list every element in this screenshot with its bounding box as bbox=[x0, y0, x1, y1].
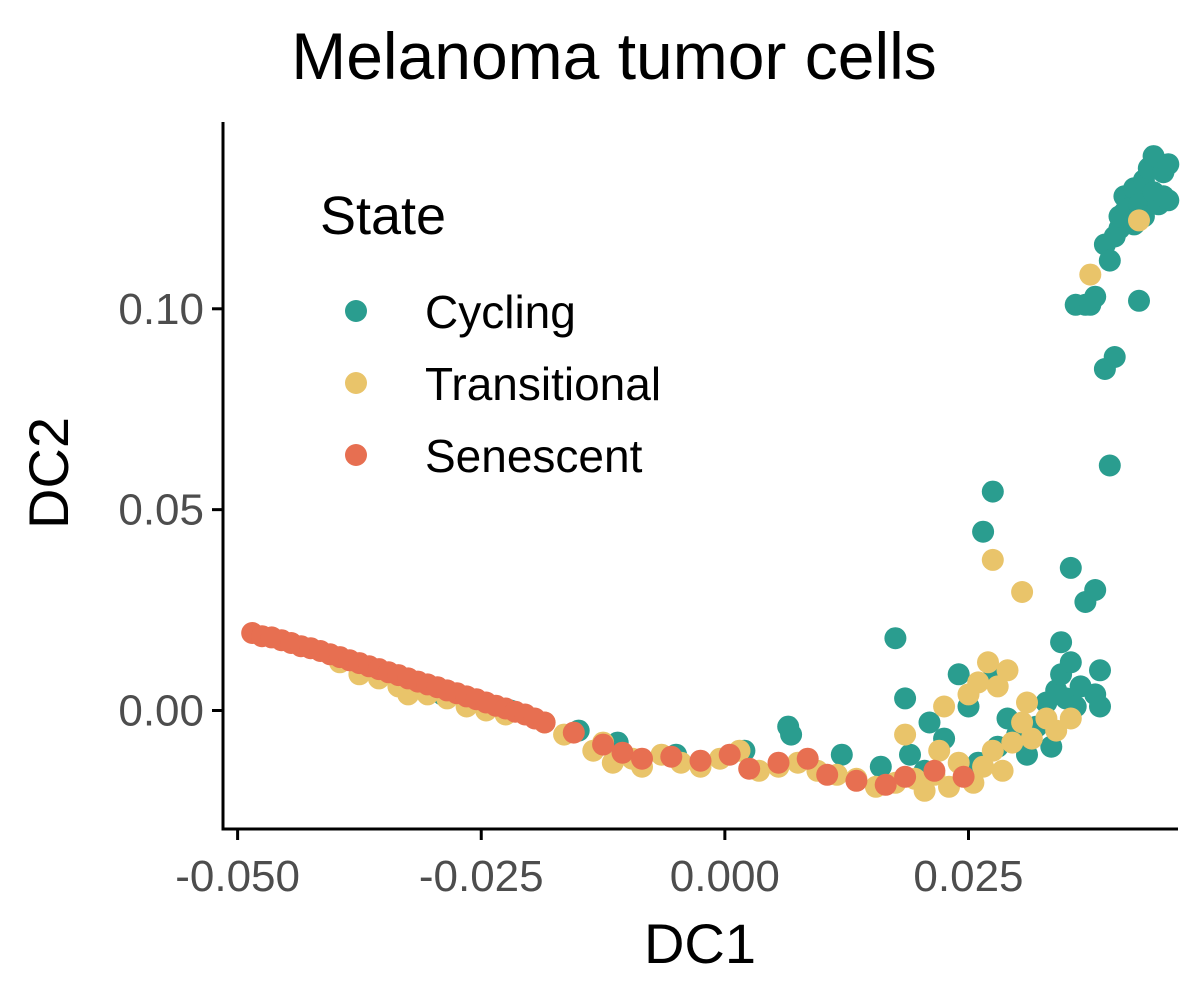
point-cycling-7 bbox=[780, 723, 803, 746]
point-transitional-41 bbox=[972, 755, 995, 778]
point-senescent-42 bbox=[845, 769, 868, 792]
x-tick-label-2: 0.000 bbox=[670, 852, 780, 901]
point-cycling-33 bbox=[1059, 556, 1082, 579]
point-transitional-55 bbox=[1059, 707, 1082, 730]
point-senescent-33 bbox=[611, 741, 634, 764]
axes bbox=[221, 122, 1178, 831]
legend: State Cycling Transitional Senescent bbox=[320, 186, 661, 482]
point-senescent-38 bbox=[738, 757, 761, 780]
point-cycling-44 bbox=[1089, 659, 1111, 682]
point-cycling-42 bbox=[1084, 579, 1107, 601]
point-transitional-35 bbox=[933, 695, 956, 718]
point-transitional-30 bbox=[894, 723, 917, 746]
point-senescent-39 bbox=[767, 751, 790, 774]
legend-label-senescent: Senescent bbox=[425, 430, 643, 482]
point-transitional-32 bbox=[913, 779, 936, 802]
legend-label-cycling: Cycling bbox=[425, 286, 576, 338]
point-senescent-43 bbox=[874, 773, 897, 796]
legend-title: State bbox=[320, 186, 446, 246]
point-senescent-41 bbox=[816, 763, 839, 786]
point-transitional-44 bbox=[981, 739, 1004, 762]
point-cycling-41 bbox=[1084, 285, 1107, 308]
y-tick-label-1: 0.05 bbox=[118, 486, 204, 535]
point-senescent-45 bbox=[923, 759, 946, 782]
point-transitional-54 bbox=[1045, 719, 1068, 742]
point-transitional-40 bbox=[967, 671, 990, 694]
chart-title: Melanoma tumor cells bbox=[291, 19, 937, 93]
point-cycling-9 bbox=[869, 755, 892, 778]
point-senescent-36 bbox=[689, 749, 712, 772]
point-cycling-34 bbox=[1059, 651, 1082, 674]
y-tick-label-2: 0.10 bbox=[118, 285, 204, 334]
legend-key-senescent bbox=[345, 444, 367, 466]
point-transitional-47 bbox=[996, 659, 1019, 682]
point-cycling-19 bbox=[972, 520, 995, 543]
point-cycling-50 bbox=[1103, 346, 1126, 368]
point-cycling-16 bbox=[947, 663, 970, 686]
x-axis-title: DC1 bbox=[644, 912, 756, 975]
point-transitional-46 bbox=[991, 759, 1014, 782]
y-tick-label-0: 0.00 bbox=[118, 686, 204, 735]
point-cycling-30 bbox=[1050, 631, 1073, 654]
point-senescent-37 bbox=[718, 743, 741, 766]
point-senescent-40 bbox=[796, 747, 819, 770]
point-transitional-49 bbox=[1011, 581, 1034, 603]
point-cycling-49 bbox=[1098, 249, 1121, 272]
point-cycling-59 bbox=[1128, 289, 1150, 312]
point-cycling-69 bbox=[1157, 153, 1180, 176]
point-transitional-50 bbox=[1011, 711, 1034, 734]
point-transitional-43 bbox=[981, 548, 1004, 571]
point-senescent-31 bbox=[562, 721, 585, 744]
point-senescent-35 bbox=[660, 745, 683, 768]
point-cycling-70 bbox=[1157, 189, 1180, 212]
legend-key-cycling bbox=[345, 300, 367, 322]
x-tick-label-1: -0.025 bbox=[419, 852, 544, 901]
point-transitional-51 bbox=[1016, 691, 1038, 714]
point-cycling-45 bbox=[1089, 695, 1111, 718]
point-transitional-52 bbox=[1020, 727, 1043, 750]
point-cycling-11 bbox=[899, 743, 921, 766]
point-transitional-42 bbox=[977, 651, 999, 674]
point-cycling-14 bbox=[918, 711, 941, 734]
point-senescent-34 bbox=[631, 747, 653, 770]
x-tick-label-0: -0.050 bbox=[175, 852, 300, 901]
ticks: -0.050 -0.025 0.000 0.025 0.00 0.05 0.10 bbox=[118, 285, 1023, 901]
x-tick-label-3: 0.025 bbox=[913, 852, 1023, 901]
point-transitional-57 bbox=[1128, 209, 1150, 232]
y-axis-title: DC2 bbox=[17, 417, 80, 529]
point-transitional-56 bbox=[1079, 263, 1102, 286]
point-transitional-48 bbox=[1001, 731, 1024, 754]
point-senescent-30 bbox=[533, 711, 556, 734]
point-cycling-12 bbox=[894, 687, 917, 710]
point-transitional-34 bbox=[928, 739, 951, 762]
legend-label-transitional: Transitional bbox=[425, 358, 661, 410]
point-senescent-44 bbox=[894, 765, 917, 788]
point-senescent-32 bbox=[592, 733, 615, 756]
point-transitional-45 bbox=[986, 675, 1009, 698]
point-cycling-20 bbox=[981, 480, 1004, 503]
point-cycling-48 bbox=[1098, 454, 1121, 477]
points-layer bbox=[241, 145, 1180, 802]
point-senescent-46 bbox=[952, 765, 975, 788]
point-cycling-8 bbox=[830, 743, 853, 766]
legend-key-transitional bbox=[345, 372, 367, 394]
legend-items: Cycling Transitional Senescent bbox=[345, 286, 661, 482]
point-cycling-10 bbox=[884, 627, 907, 650]
